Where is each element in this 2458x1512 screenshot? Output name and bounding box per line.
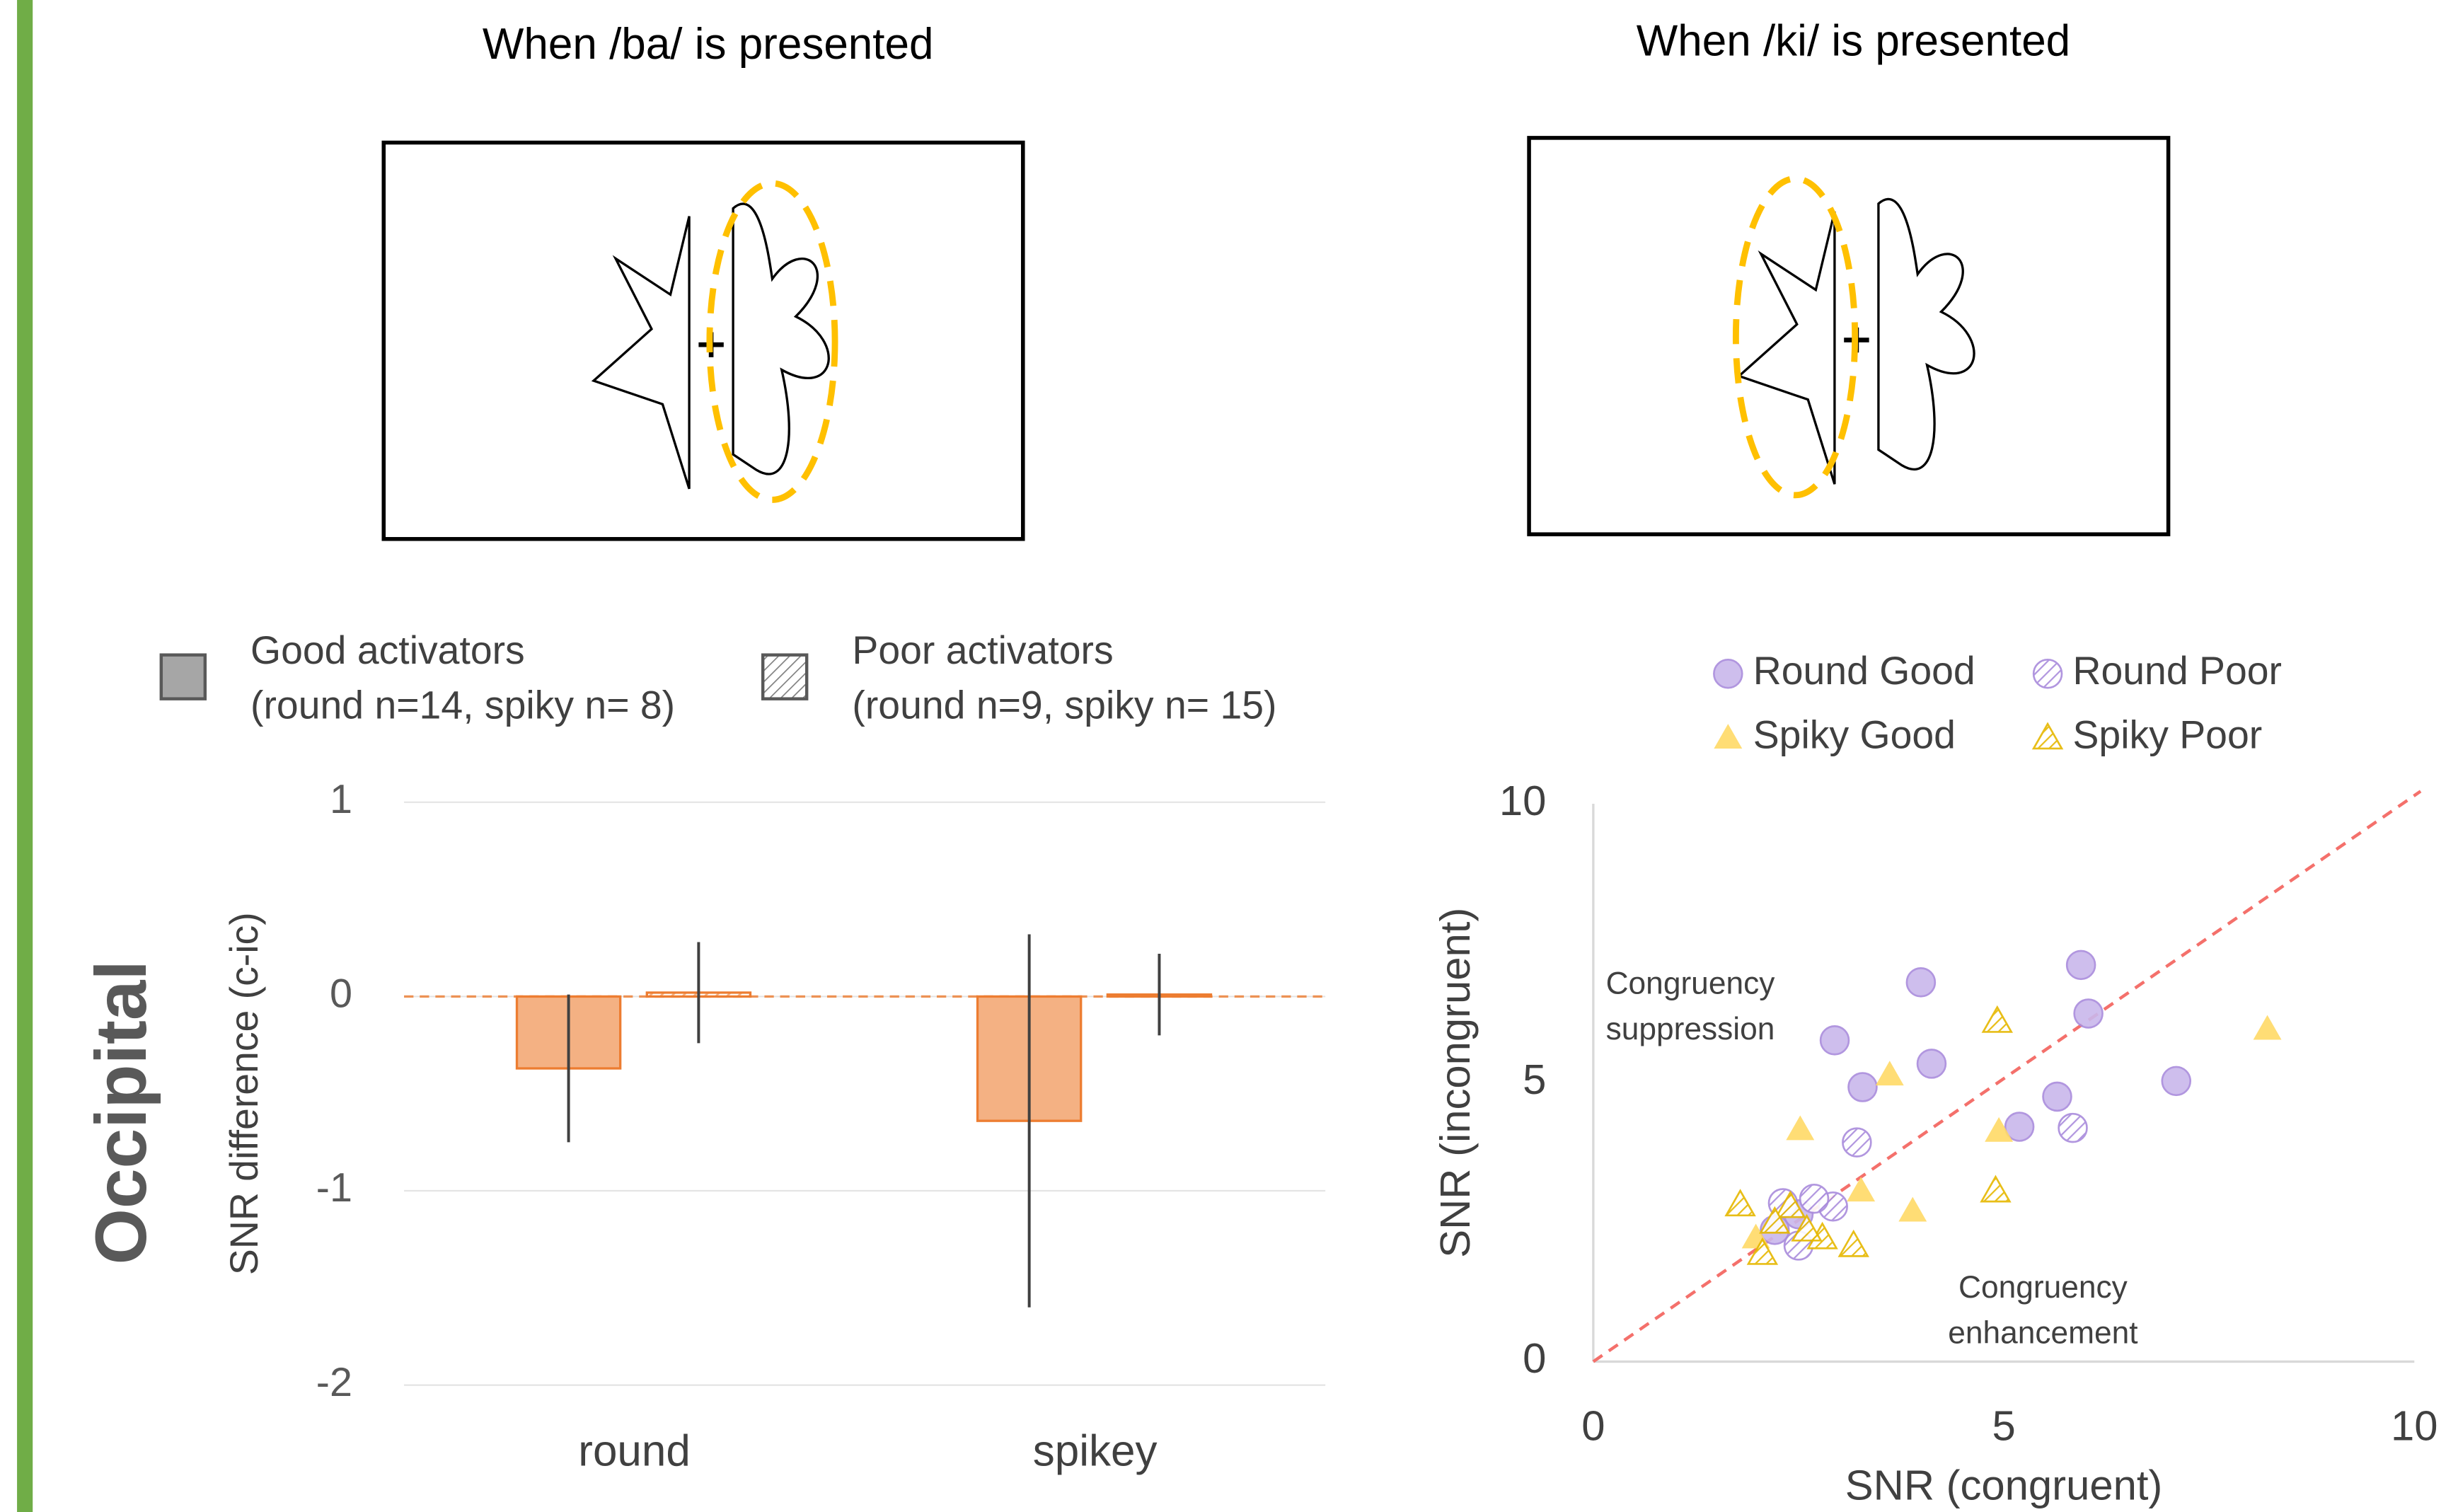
annotation: enhancement [1948, 1315, 2137, 1350]
stimulus-panel [381, 140, 1025, 541]
legend-marker [1714, 724, 1743, 749]
legend-marker [1713, 658, 1743, 689]
point [2161, 1066, 2192, 1097]
point [1875, 1061, 1904, 1086]
annotation: Congruency [1606, 966, 1776, 1001]
point [2004, 1112, 2035, 1142]
point [1786, 1115, 1815, 1141]
x-axis-label: SNR (congruent) [1845, 1462, 2163, 1509]
point [1985, 1116, 2014, 1142]
panel-title: When /ki/ is presented [1637, 16, 2070, 65]
point [1724, 1189, 1756, 1217]
x-tick-label: 5 [1992, 1402, 2015, 1449]
annotation: suppression [1606, 1012, 1775, 1046]
side-bar [17, 0, 33, 1512]
y-tick-label: 1 [330, 777, 352, 822]
legend-marker [2031, 722, 2064, 750]
y-tick-label: 5 [1523, 1056, 1546, 1103]
point [1898, 1196, 1927, 1222]
region-label: Occipital [81, 960, 161, 1264]
y-tick-label: -2 [316, 1360, 352, 1405]
legend-swatch [159, 653, 207, 700]
legend-label: Spiky Poor [2073, 713, 2263, 757]
legend-marker [2032, 658, 2063, 689]
x-tick-label: 0 [1581, 1402, 1605, 1449]
point [1819, 1025, 1850, 1056]
y-axis-label: SNR difference (c-ic) [222, 912, 266, 1275]
point [2065, 950, 2096, 981]
point [1980, 1175, 2012, 1203]
point [1847, 1072, 1878, 1102]
annotation: Congruency [1958, 1270, 2128, 1305]
x-tick-label: spikey [1033, 1426, 1158, 1475]
legend-label: Poor activators [852, 628, 1113, 672]
point [1746, 1237, 1779, 1265]
point [1847, 1177, 1876, 1202]
point [1775, 1190, 1806, 1218]
point [1799, 1183, 1830, 1214]
stimulus-panel [1527, 136, 2171, 536]
legend-detail: (round n=9, spiky n= 15) [852, 683, 1276, 727]
point [1759, 1206, 1791, 1234]
point [1791, 1213, 1823, 1242]
x-tick-label: 10 [2391, 1402, 2438, 1449]
point [2253, 1015, 2282, 1040]
legend-label: Good activators [250, 628, 525, 672]
panel-title: When /ba/ is presented [483, 20, 934, 69]
point [1981, 1005, 2014, 1033]
legend-label: Round Good [1753, 649, 1975, 693]
y-axis-label: SNR (incongruent) [1431, 908, 1479, 1258]
point [2058, 1112, 2088, 1143]
legend-swatch [761, 653, 809, 700]
y-tick-label: 0 [1523, 1334, 1546, 1382]
point [1837, 1229, 1869, 1257]
legend-label: Spiky Good [1753, 713, 1956, 757]
diagonal [1592, 790, 2422, 1363]
y-tick-label: -1 [316, 1165, 352, 1211]
point [2073, 998, 2104, 1029]
legend-label: Round Poor [2073, 649, 2282, 693]
point [2042, 1081, 2072, 1112]
point [1842, 1127, 1872, 1158]
legend-detail: (round n=14, spiky n= 8) [250, 683, 675, 727]
y-tick-label: 0 [330, 971, 352, 1017]
point [1905, 967, 1937, 998]
x-tick-label: round [578, 1426, 691, 1475]
point [1916, 1049, 1947, 1079]
y-tick-label: 10 [1499, 777, 1547, 824]
